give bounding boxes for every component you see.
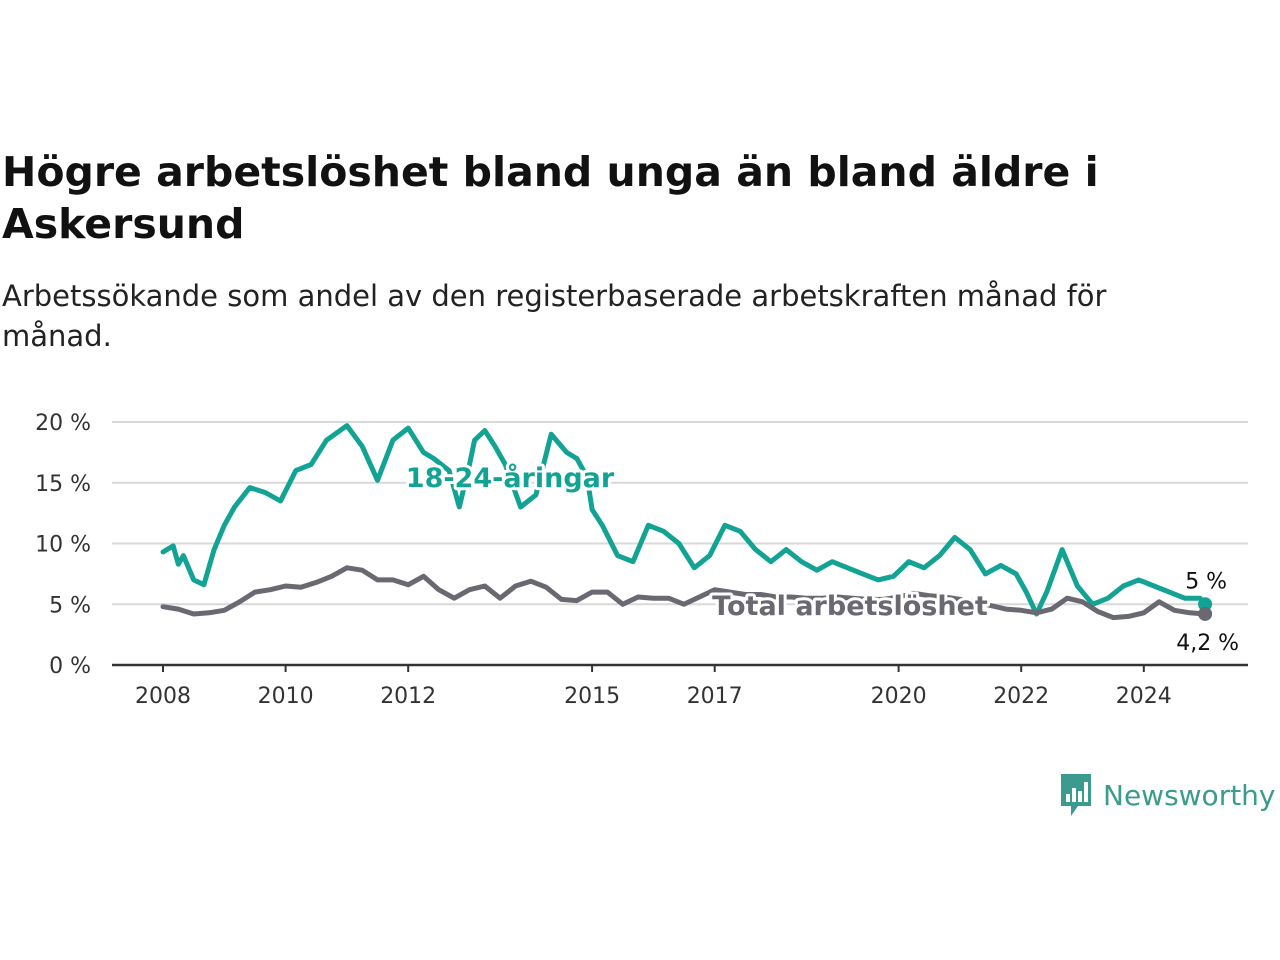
total-series-label: Total arbetslöshet [712,591,988,622]
youth-series-label: 18-24-åringar [406,462,615,494]
total-series-label-halo: Total arbetslöshet [712,591,988,622]
youth-series-label-halo: 18-24-åringar [406,462,615,494]
chart-title: Högre arbetslöshet bland unga än bland ä… [2,148,1099,248]
brand-name: Newsworthy [1103,778,1276,812]
series-end-point [1198,597,1213,612]
x-tick-label: 2008 [135,684,191,709]
gridlines [112,421,1248,606]
y-tick-label: 5 % [49,593,91,618]
y-tick-label: 20 % [35,411,91,436]
y-tick-label: 10 % [35,533,91,558]
youth-end-value-label: 5 % [1185,569,1227,594]
series-lines [160,423,1213,621]
x-tick-label: 2022 [993,684,1049,709]
y-tick-label: 15 % [35,472,91,497]
y-tick-label: 0 % [49,654,91,679]
youth-series-line [160,423,1208,617]
line-chart: 0 %5 %10 %15 %20 % 2008 2010 2012 2015 2017 2… [35,411,1248,709]
x-axis-ticks: 2008 2010 2012 2015 2017 2020 2022 2024 [135,665,1172,709]
y-axis-ticks: 0 % 5 % 10 % 15 % 20 % [35,411,91,679]
newsworthy-bar-chart-icon [1061,774,1091,816]
chart-subtitle: Arbetssökande som andel av den registerb… [2,279,1107,353]
series-end-point [1198,606,1213,621]
x-tick-label: 2017 [687,684,743,709]
x-tick-label: 2020 [871,684,927,709]
x-tick-label: 2024 [1116,684,1172,709]
x-tick-label: 2010 [258,684,314,709]
total-series-line [160,565,1208,621]
newsworthy-logo: Newsworthy [1058,772,1276,818]
x-tick-label: 2012 [380,684,436,709]
total-end-value-label: 4,2 % [1176,631,1239,656]
x-tick-label: 2015 [564,684,620,709]
